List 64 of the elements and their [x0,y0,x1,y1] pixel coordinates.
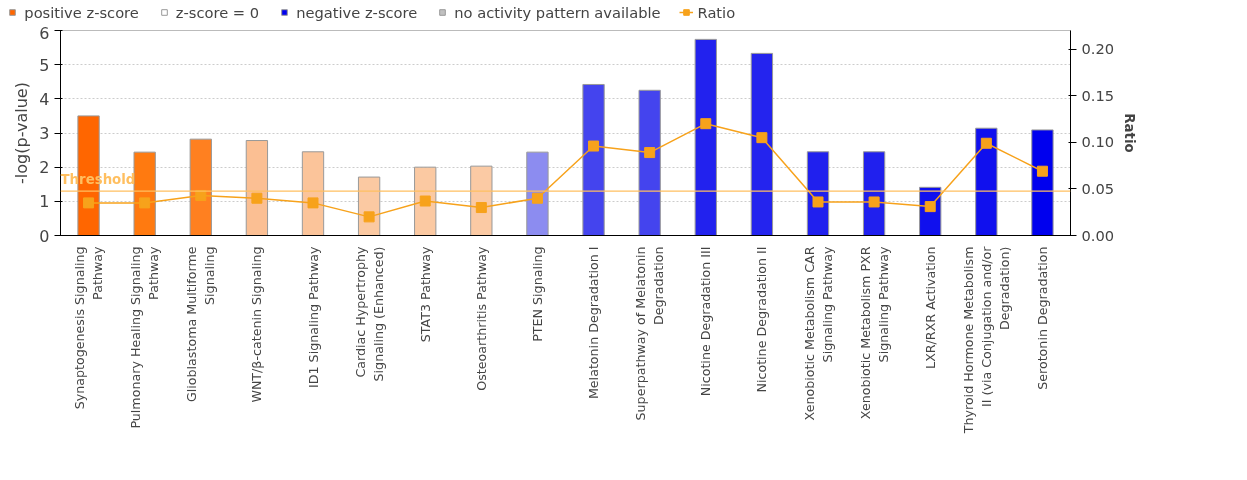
x-tick-label: Superpathway of Melatonin Degradation [633,246,667,421]
y-tick-label: 2 [39,158,50,178]
x-tick-label: Thyroid Hormone Metabolism II (via Conjugation and/or Degradation) [960,245,1012,435]
x-tick-label: Melatonin Degradation I [586,246,602,400]
point [588,140,600,152]
point [644,147,656,159]
legend-label: z-score = 0 [175,3,260,21]
y-tick-label: 4 [39,89,50,109]
bar [638,89,661,236]
x-tick-label: PTEN Signaling [529,246,545,342]
x-tick-label: Xenobiotic Metabolism CAR Signaling Pathway [801,245,835,421]
point [363,211,375,223]
x-tick-label: Nicotine Degradation II [754,246,770,393]
x-tick-label: Pulmonary Healing Signaling Pathway [128,245,162,429]
point [1036,165,1048,177]
point [924,201,936,213]
point [251,192,263,204]
y-tick-label: 1 [39,192,50,212]
point [83,197,95,209]
bar [245,140,269,236]
point [812,196,824,208]
x-tick-label: STAT3 Pathway [417,245,433,343]
y-tick-label: 0 [39,226,50,246]
legend-label: no activity pattern available [454,3,661,21]
legend-label: negative z-score [296,3,418,21]
point [307,197,319,209]
bar [750,52,774,236]
bar [694,38,717,236]
y-tick-label: 3 [39,124,50,143]
x-tick-label: Serotonin Degradation [1034,246,1050,390]
bar [133,151,156,236]
x-tick-label: Osteoarthritis Pathway [473,245,489,391]
point [475,202,487,214]
bar [301,151,325,236]
point [531,192,543,204]
point [756,132,768,144]
legend-label: positive z-score [24,3,139,21]
y2-tick-label: 0.05 [1081,179,1115,197]
bar [189,138,212,236]
x-tick-label: WNT/β-catenin Signaling [249,246,265,403]
legend-label: Ratio [697,3,736,21]
x-tick-label: Cardiac Hypertrophy Signaling (Enhanced) [352,245,386,382]
point [868,196,880,208]
y2-axis-title: Ratio [1122,113,1138,153]
y-tick-label: 5 [39,55,50,75]
x-tick-label: Nicotine Degradation III [698,246,714,397]
x-tick-label: Xenobiotic Metabolism PXR Signaling Pathway [857,245,891,420]
point [139,197,151,209]
bar [975,127,998,236]
point [700,118,712,130]
y-axis-title: -log(p-value) [12,82,32,184]
y2-tick-label: 0.20 [1081,40,1115,58]
point [980,137,992,149]
x-tick-label: ID1 Signaling Pathway [305,245,321,388]
y2-tick-label: 0.00 [1081,226,1115,244]
x-tick-label: Glioblastoma Multiforme Signaling [184,246,218,403]
bar [1031,129,1054,236]
x-tick-label: Synaptogenesis Signaling Pathway [72,245,106,410]
point [419,195,431,207]
y-tick-label: 6 [39,23,50,43]
y2-tick-label: 0.10 [1081,133,1115,151]
bar [582,83,605,236]
y2-tick-label: 0.15 [1081,86,1115,104]
x-tick-label: LXR/RXR Activation [922,246,938,369]
